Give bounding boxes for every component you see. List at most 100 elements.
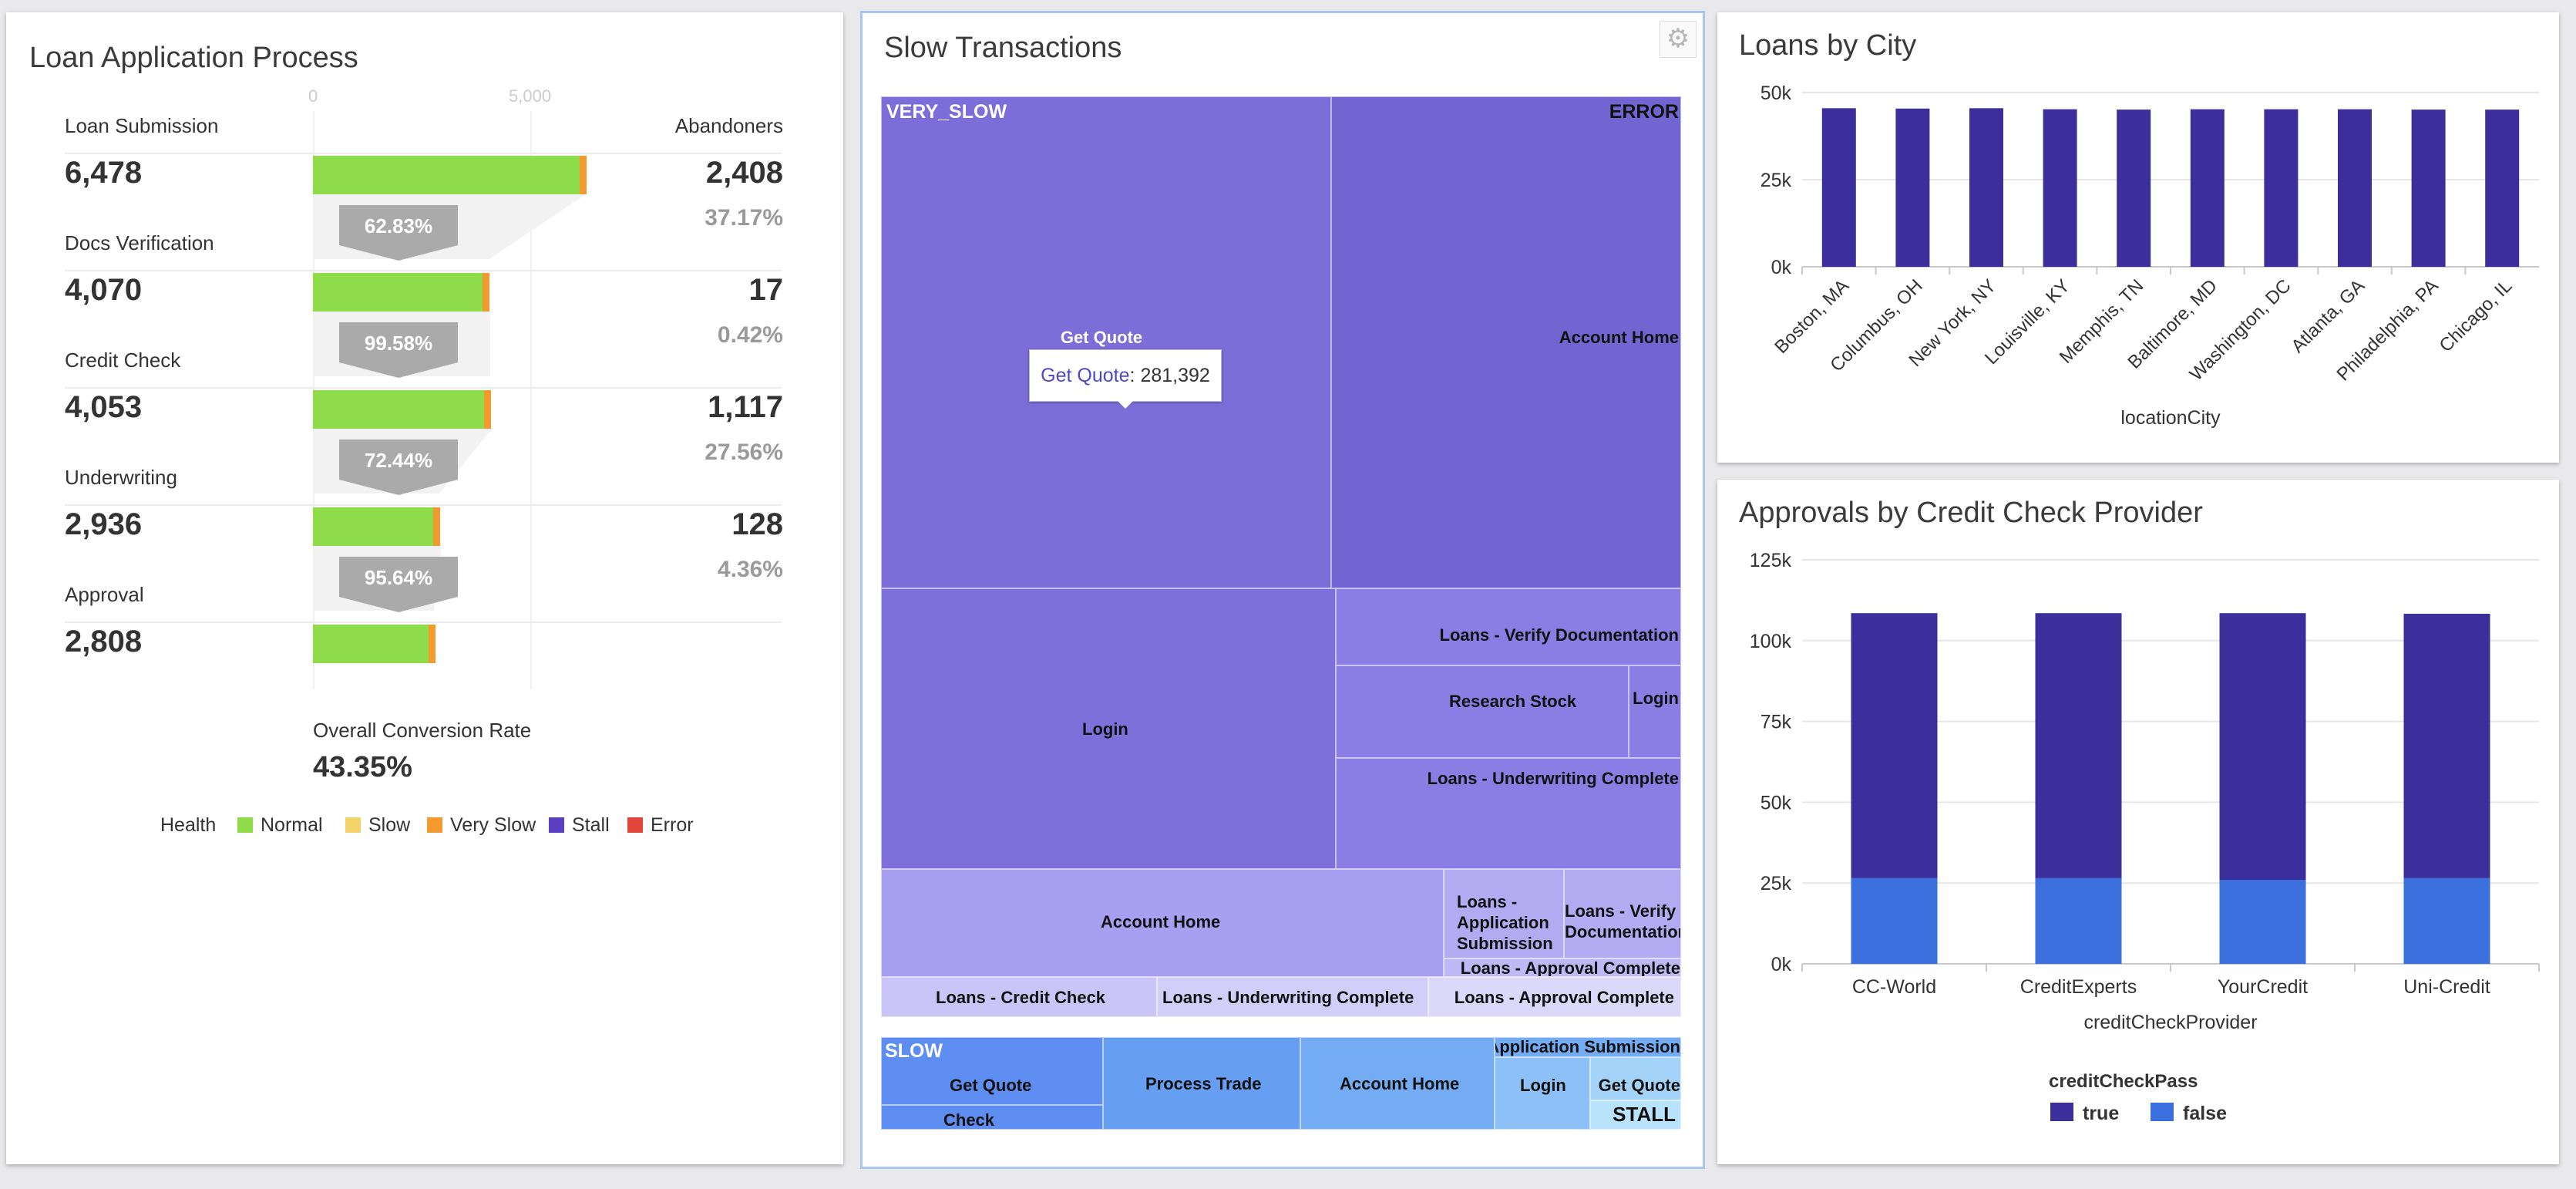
stage-value-approval: 2,808 [65,625,143,658]
treemap-cell-vs-getquote[interactable]: VERY_SLOW Get Quote [881,96,1331,588]
city-bar[interactable] [2190,109,2225,267]
funnel-bar-very-slow-loan-submission[interactable] [580,156,587,194]
legend-label[interactable]: false [2183,1103,2227,1124]
city-bar[interactable] [2043,109,2077,267]
approval-bar-false[interactable] [2403,877,2490,964]
treemap-cell-slow-appsub[interactable]: Loans - Application Submission [1495,1037,1681,1057]
row-divider [65,270,782,271]
legend-item-normal[interactable]: Normal [237,814,323,837]
loan-application-process-panel: Loan Application Process 0 5,000 Abandon… [6,12,843,1164]
treemap-cell-slow-accounthome[interactable]: Account Home [1300,1037,1495,1130]
approval-bar-false[interactable] [2035,877,2122,964]
treemap-cell-application-submission[interactable]: Loans - Application Submission [1444,869,1564,958]
panel-title: Slow Transactions [884,32,1122,64]
funnel-bar-very-slow-approval[interactable] [429,625,435,663]
abandon-pct-loan-submission: 37.17% [705,205,783,231]
treemap-cell-verify-documentation[interactable]: Loans - Verify Documentation [1336,588,1681,665]
treemap-cell-process-trade[interactable]: Process Trade [1103,1037,1300,1130]
funnel-bar-loan-submission[interactable] [313,156,580,194]
stage-label-docs-verification: Docs Verification [65,231,214,254]
legend-item-very-slow[interactable]: Very Slow [427,814,536,837]
treemap-group-label-slow: SLOW [885,1040,943,1062]
city-bar[interactable] [1895,108,1930,267]
x-tick-label: Boston, MA [1771,275,1853,358]
abandoners-docs-verification: 17 [748,273,784,307]
y-tick-label: 100k [1750,631,1792,652]
overall-conversion-value: 43.35% [313,751,412,783]
funnel-bar-very-slow-underwriting[interactable] [433,507,440,546]
treemap-cell-underwriting-complete-2[interactable]: Loans - Underwriting Complete [1157,977,1428,1017]
row-divider [65,621,782,623]
conversion-badge: 99.58% [339,322,458,378]
treemap-cell-credit-check[interactable]: Loans - Credit Check [881,977,1157,1017]
legend-title: creditCheckPass [2049,1071,2198,1092]
treemap-cell-underwriting-complete[interactable]: Loans - Underwriting Complete [1336,758,1681,869]
abandon-pct-docs-verification: 0.42% [717,322,783,348]
legend-swatch[interactable] [2050,1103,2073,1121]
treemap-cell-slow-login[interactable]: Login [1495,1057,1590,1130]
treemap-cell-login[interactable]: Login [881,588,1336,869]
y-tick-label: 0k [1771,257,1792,278]
abandon-pct-credit-check: 27.56% [705,440,783,465]
y-tick-label: 50k [1760,83,1792,104]
city-bar[interactable] [1969,108,2003,267]
y-tick-label: 25k [1760,170,1792,191]
approval-bar-false[interactable] [2219,880,2306,964]
y-tick-label: 0k [1771,954,1792,975]
funnel-bar-approval[interactable] [313,625,429,663]
x-axis-label: locationCity [2120,407,2221,429]
approvals-chart: 0k 25k 50k 75k 100k 125k CC-World CreditExperts… [1750,550,2540,1124]
approval-bar-true[interactable] [1851,613,1938,878]
treemap-cell-verify-documentation-2[interactable]: Loans - Verify Documentation [1564,869,1681,958]
approval-bar-true[interactable] [2219,613,2306,881]
funnel-bar-docs-verification[interactable] [313,273,483,312]
conversion-badge: 72.44% [339,440,458,495]
legend-item-slow[interactable]: Slow [345,814,410,837]
treemap-cell-approval-complete-2[interactable]: Loans - Approval Complete [1428,977,1681,1017]
city-bar[interactable] [2485,109,2520,267]
treemap-cell-slow-getquote-2[interactable]: Get Quote [1590,1057,1681,1100]
y-tick-label: 75k [1760,712,1792,733]
abandoners-header: Abandoners [674,114,783,137]
city-bar[interactable] [2117,109,2151,267]
legend-swatch[interactable] [2151,1103,2174,1121]
stage-label-loan-submission: Loan Submission [65,114,219,137]
axis-tick-0: 0 [308,86,318,106]
treemap-cell-login-2[interactable]: Login [1629,665,1681,758]
treemap-cell-stall[interactable]: STALL [1590,1100,1681,1130]
stage-value-credit-check: 4,053 [65,390,143,424]
city-bar[interactable] [2264,109,2299,267]
abandon-pct-underwriting: 4.36% [717,557,783,582]
funnel-bar-very-slow-credit-check[interactable] [484,390,491,429]
x-tick-label: CC-World [1852,976,1936,998]
legend-label[interactable]: true [2083,1103,2119,1124]
treemap-cell-approval-complete-1[interactable]: Loans - Approval Complete [1444,958,1681,977]
treemap-cell-error-accounthome[interactable]: ERROR Account Home [1331,96,1681,588]
approval-bar-false[interactable] [1851,877,1938,964]
settings-gear-icon[interactable]: ⚙ [1660,21,1697,58]
city-bar[interactable] [2411,109,2446,267]
treemap-cell-slow-getquote[interactable]: SLOW Get Quote [881,1037,1103,1105]
axis-tick-5000: 5,000 [509,86,552,106]
y-tick-label: 125k [1750,550,1792,571]
funnel-bar-very-slow-docs-verification[interactable] [483,273,489,312]
city-bar[interactable] [1821,108,1856,267]
legend-item-error[interactable]: Error [627,814,694,837]
x-tick-label: Chicago, IL [2436,275,2517,356]
x-tick-label: YourCredit [2218,976,2308,998]
treemap-group-label-error: ERROR [1609,101,1679,123]
legend-item-stall[interactable]: Stall [549,814,610,837]
stage-value-underwriting: 2,936 [65,507,143,541]
approval-bar-true[interactable] [2035,613,2122,878]
abandoners-loan-submission: 2,408 [705,156,783,190]
funnel-bar-credit-check[interactable] [313,390,484,429]
approval-bar-true[interactable] [2403,614,2490,878]
treemap-group-label-very-slow: VERY_SLOW [886,101,1007,123]
funnel-bar-underwriting[interactable] [313,507,433,546]
treemap-cell-slow-creditcheck[interactable]: Loans - Credit Check [881,1105,1103,1130]
city-bar[interactable] [2338,109,2372,267]
treemap-cell-research-stock[interactable]: Research Stock [1336,665,1629,758]
panel-title: Loan Application Process [29,42,358,74]
treemap-cell-account-home-2[interactable]: Account Home [881,869,1444,977]
